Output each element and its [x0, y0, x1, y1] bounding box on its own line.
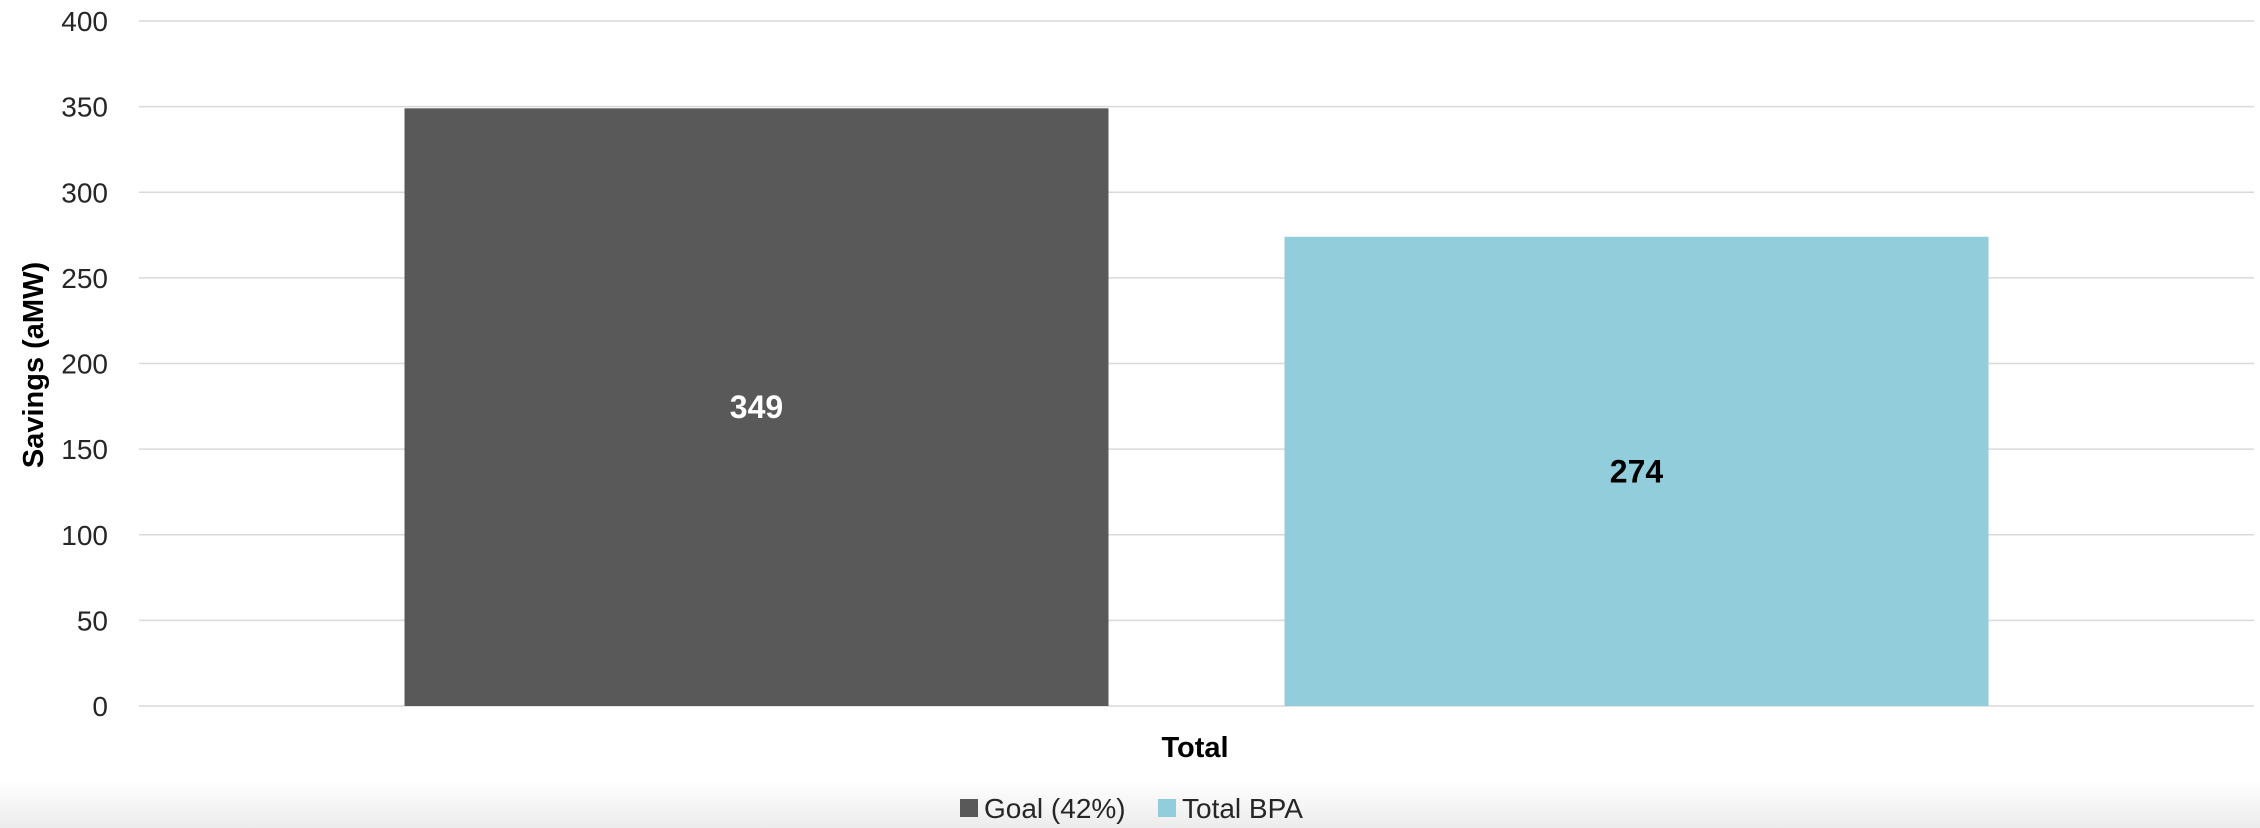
legend-swatch: [960, 799, 978, 817]
data-label: 274: [1610, 453, 1664, 489]
bars: [404, 108, 1989, 706]
y-tick-label: 400: [61, 6, 108, 37]
legend-label: Goal (42%): [984, 793, 1126, 824]
y-tick-label: 350: [61, 92, 108, 123]
bar-total-bpa: [1284, 236, 1989, 706]
data-labels: 349 274: [730, 389, 1664, 489]
y-tick-label: 50: [77, 605, 108, 636]
legend: Goal (42%) Total BPA: [960, 793, 1303, 824]
y-tick-label: 250: [61, 263, 108, 294]
legend-label: Total BPA: [1182, 793, 1303, 824]
y-tick-label: 150: [61, 434, 108, 465]
y-axis-ticks: 0 50 100 150 200 250 300 350 400: [61, 6, 108, 722]
x-axis-title: Total: [1161, 732, 1228, 764]
data-label: 349: [730, 389, 783, 425]
y-axis-title: Savings (aMW): [18, 262, 50, 468]
legend-swatch: [1158, 799, 1176, 817]
y-tick-label: 0: [92, 691, 108, 722]
y-tick-label: 300: [61, 177, 108, 208]
bar-goal-42: [404, 108, 1109, 706]
y-tick-label: 200: [61, 349, 108, 380]
y-tick-label: 100: [61, 520, 108, 551]
